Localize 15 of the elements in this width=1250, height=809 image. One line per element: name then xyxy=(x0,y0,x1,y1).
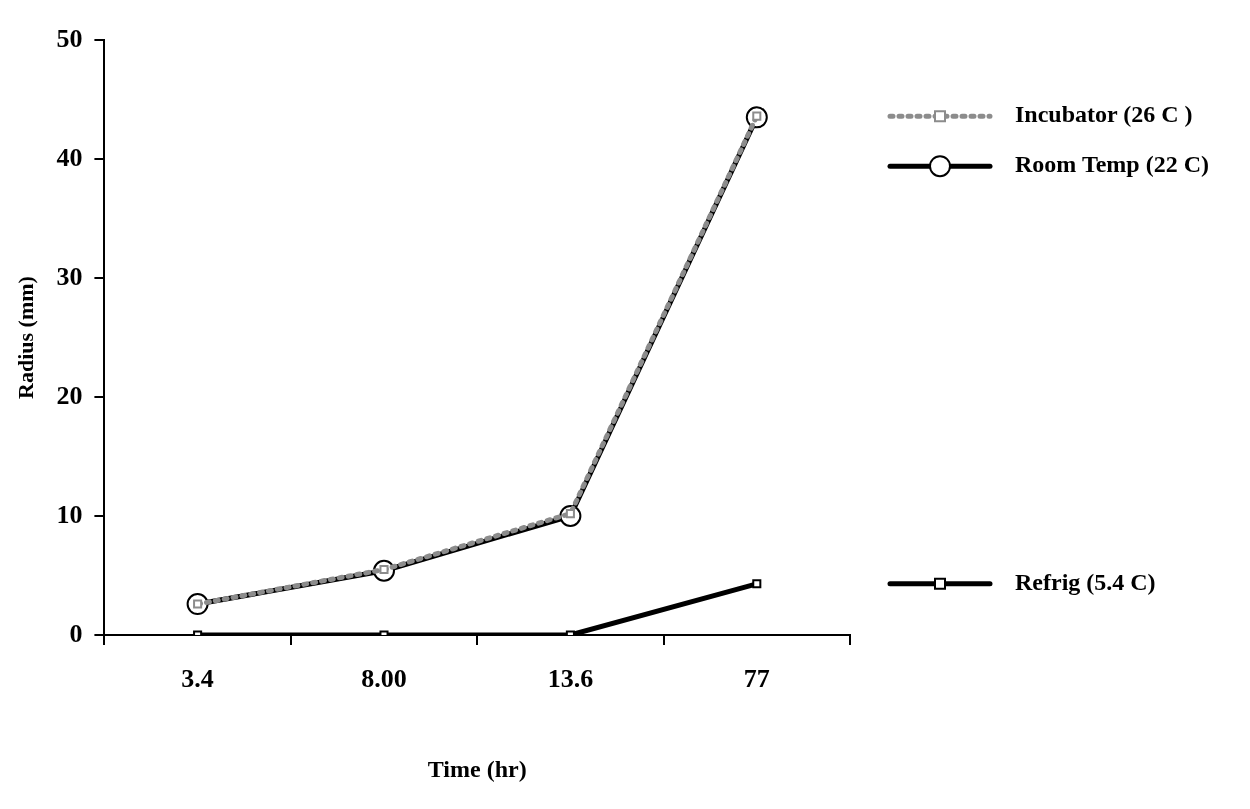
y-tick-label: 50 xyxy=(56,23,83,53)
legend-label: Refrig (5.4 C) xyxy=(1015,569,1156,596)
y-tick-label: 40 xyxy=(56,142,83,172)
x-tick-label: 13.6 xyxy=(547,664,594,694)
y-axis-title: Radius (mm) xyxy=(12,276,38,399)
x-tick-label: 8.00 xyxy=(361,664,407,694)
x-tick-label: 77 xyxy=(743,664,770,694)
x-tick-label: 3.4 xyxy=(181,664,214,694)
y-tick-label: 20 xyxy=(56,380,83,410)
legend-label: Incubator (26 C ) xyxy=(1015,101,1193,128)
y-tick-label: 0 xyxy=(69,618,83,648)
legend-label: Room Temp (22 C) xyxy=(1015,151,1210,178)
y-tick-label: 10 xyxy=(56,499,83,529)
x-axis-title: Time (hr) xyxy=(427,755,527,782)
y-tick-label: 30 xyxy=(56,261,83,291)
